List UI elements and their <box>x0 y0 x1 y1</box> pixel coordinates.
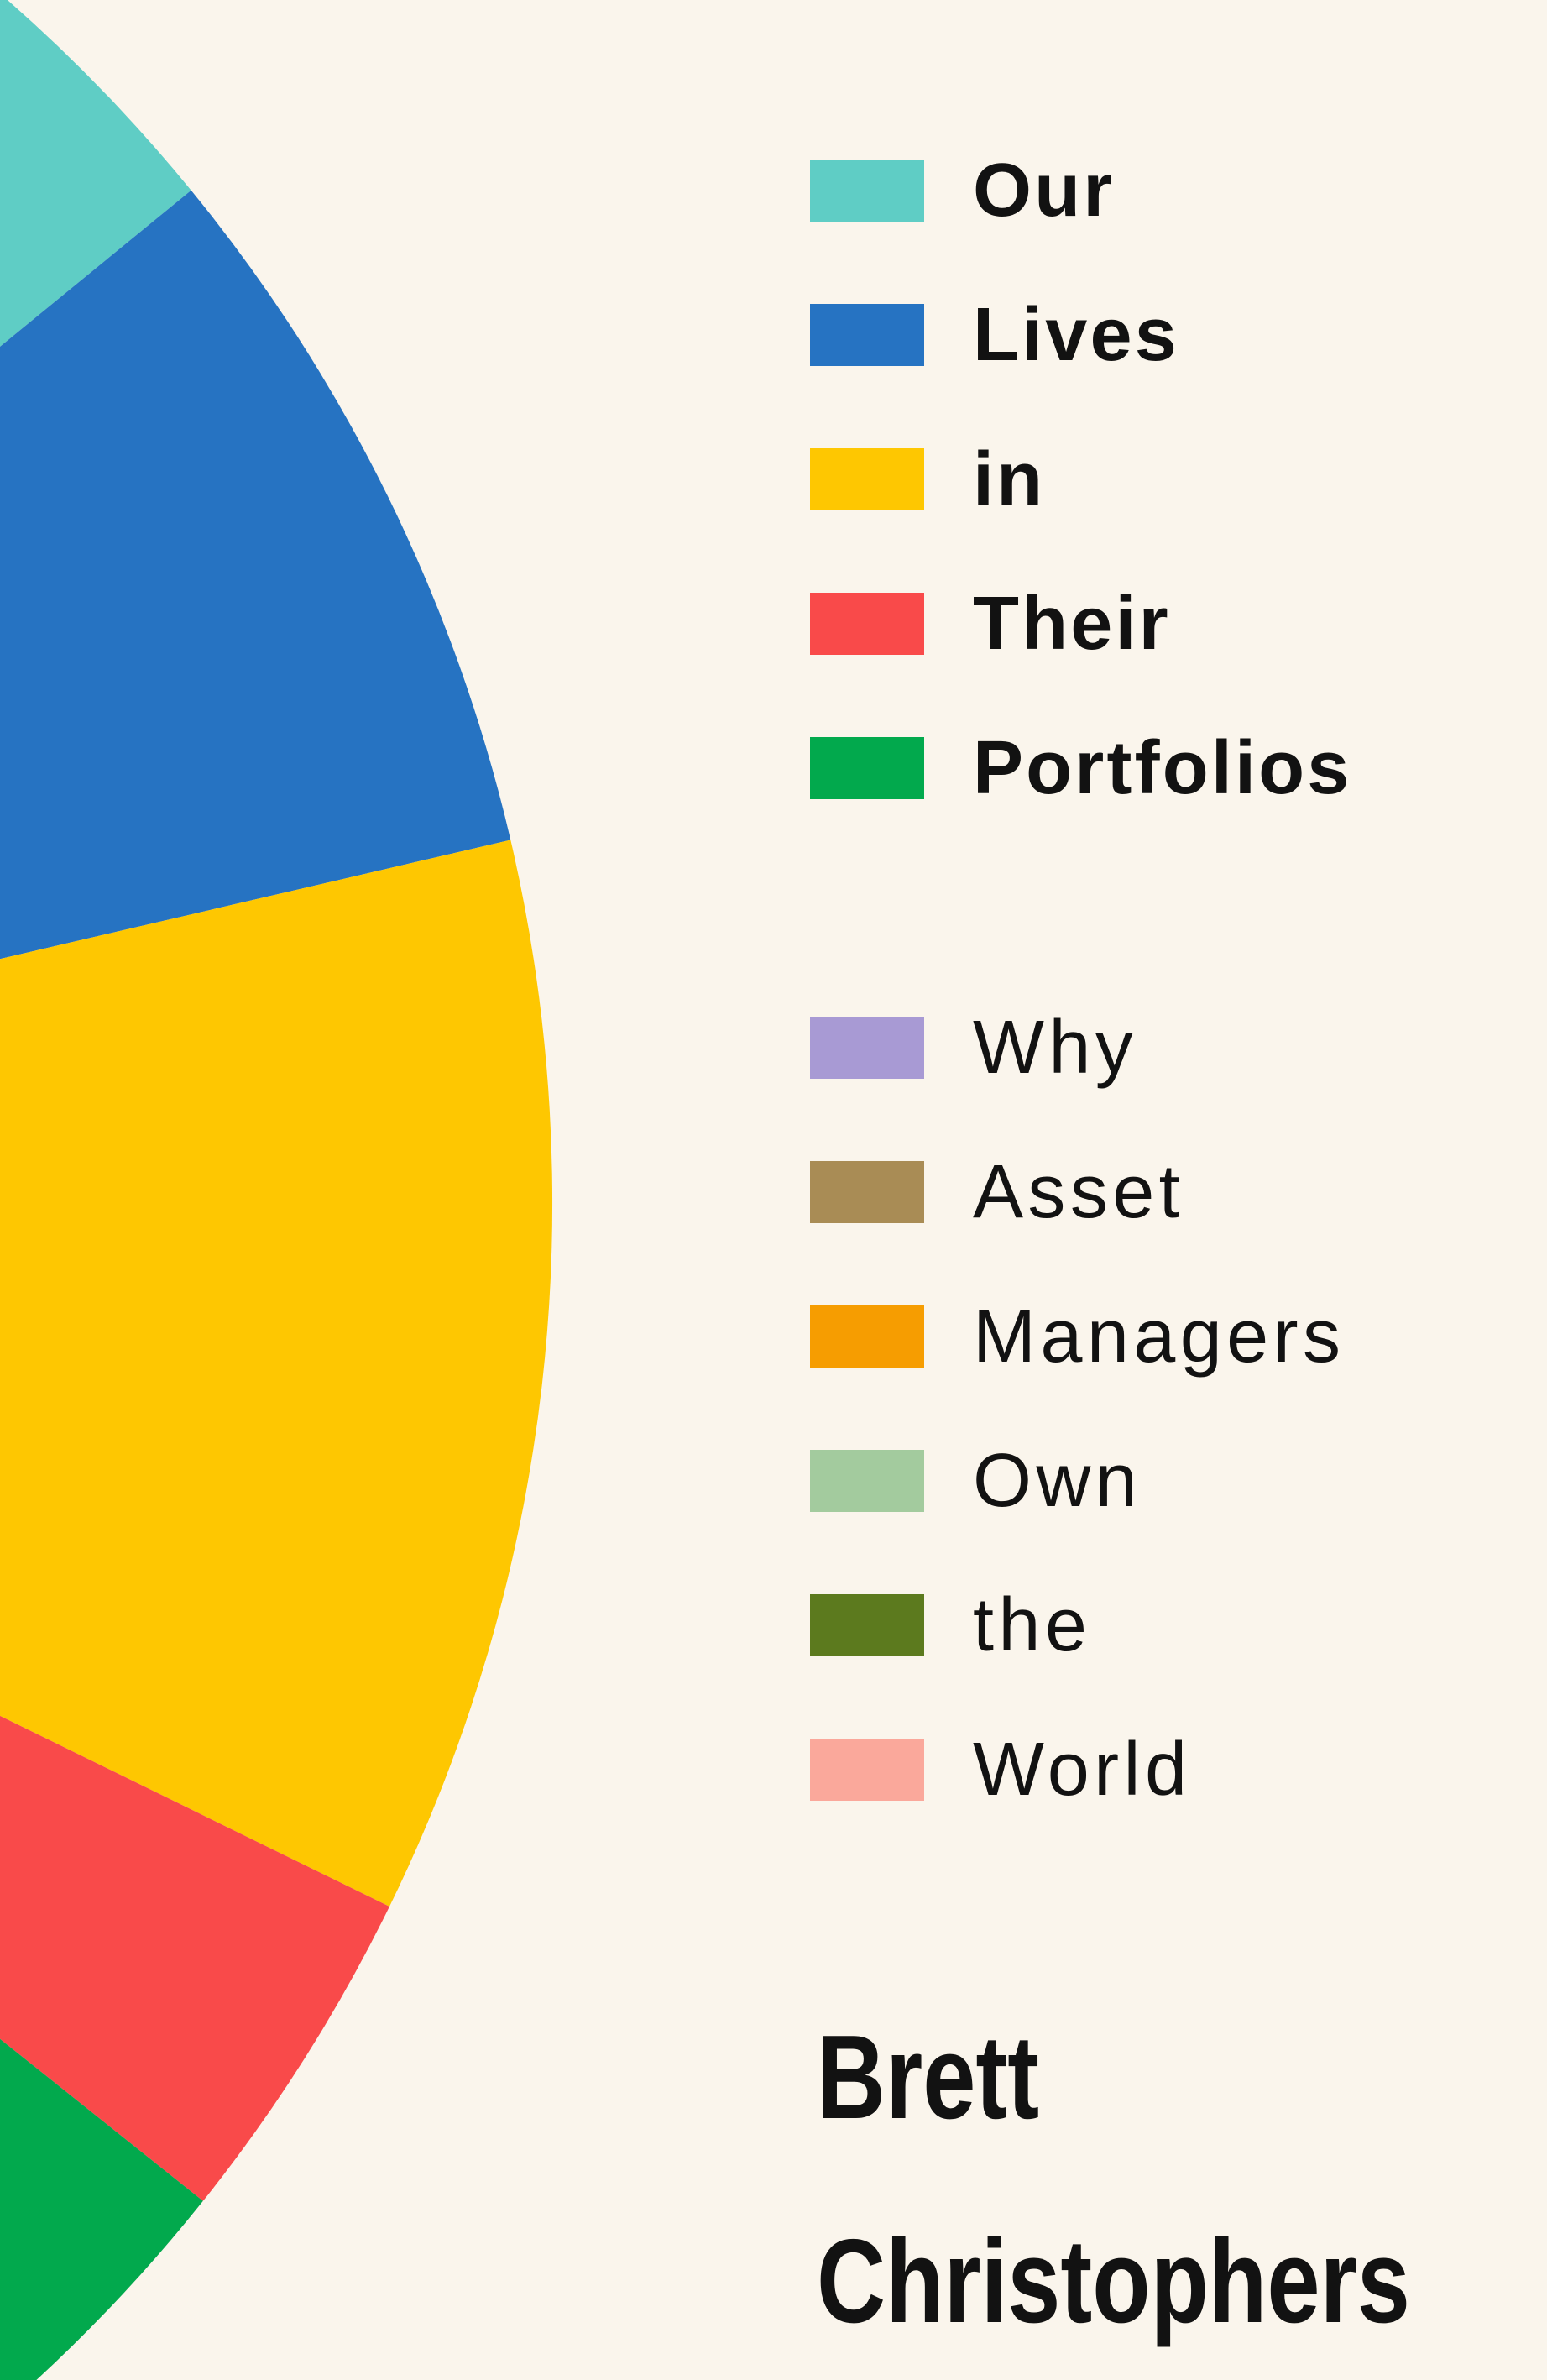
legend-swatch-yellow <box>810 448 924 510</box>
pie-slice-lives <box>0 190 511 960</box>
legend-swatch-teal <box>810 160 924 222</box>
subtitle-word-label: the <box>973 1583 1092 1667</box>
title-word-label: Their <box>973 582 1171 666</box>
subtitle-word-why: Why <box>810 1010 1137 1085</box>
pie-slice-their <box>0 1715 389 2201</box>
title-word-portfolios: Portfolios <box>810 730 1352 806</box>
title-word-label: in <box>973 437 1046 521</box>
legend-swatch-purple <box>810 1017 924 1079</box>
subtitle-word-asset: Asset <box>810 1154 1184 1230</box>
subtitle-word-label: Asset <box>973 1150 1185 1234</box>
subtitle-word-label: World <box>973 1728 1192 1812</box>
author-last-name: Christophers <box>817 2215 1410 2348</box>
legend-swatch-tan <box>810 1161 924 1223</box>
subtitle-word-the: the <box>810 1588 1091 1663</box>
legend-swatch-green <box>810 737 924 799</box>
pie-slice-our <box>0 0 191 347</box>
subtitle-word-label: Managers <box>973 1295 1346 1378</box>
pie-slice-in <box>0 840 553 1907</box>
title-word-lives: Lives <box>810 297 1179 373</box>
legend-swatch-salmon <box>810 1739 924 1801</box>
subtitle-word-world: World <box>810 1732 1191 1807</box>
legend-swatch-lightgreen <box>810 1450 924 1512</box>
legend-swatch-red <box>810 593 924 655</box>
legend-swatch-orange <box>810 1305 924 1368</box>
title-word-label: Our <box>973 149 1116 233</box>
title-word-our: Our <box>810 153 1115 228</box>
title-word-label: Lives <box>973 293 1179 377</box>
subtitle-word-own: Own <box>810 1443 1142 1519</box>
legend-swatch-blue <box>810 304 924 366</box>
legend-swatch-olive <box>810 1594 924 1656</box>
title-word-label: Portfolios <box>973 726 1352 810</box>
pie-slice-portfolios <box>0 2038 203 2380</box>
subtitle-word-label: Own <box>973 1439 1142 1523</box>
subtitle-word-label: Why <box>973 1006 1138 1090</box>
author-first-name: Brett <box>817 2011 1040 2144</box>
subtitle-word-managers: Managers <box>810 1299 1345 1374</box>
title-word-in: in <box>810 442 1045 517</box>
title-word-their: Their <box>810 586 1171 662</box>
